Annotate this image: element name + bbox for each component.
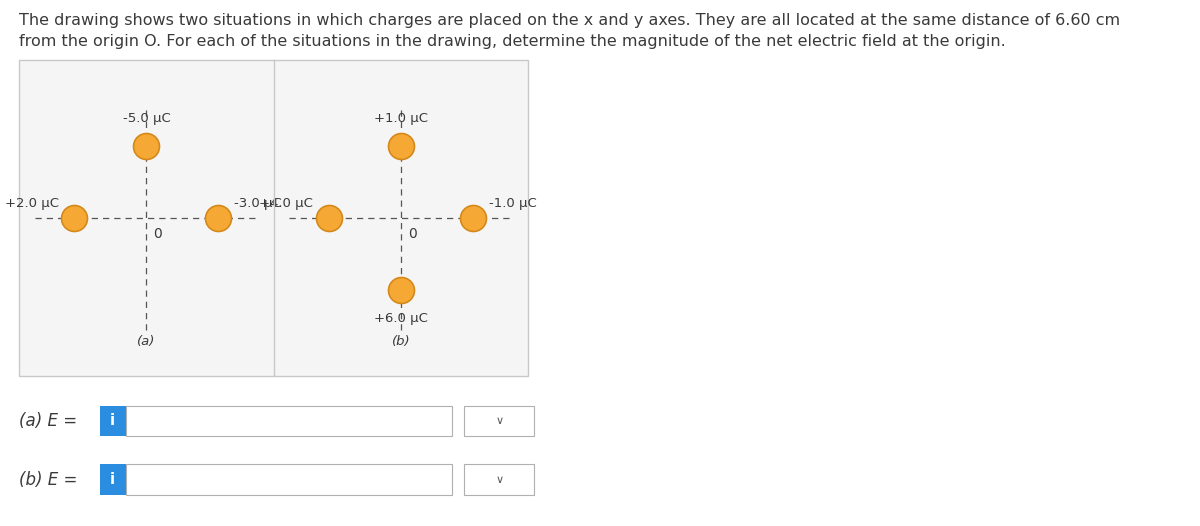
Point: [209, 214, 228, 222]
Text: +1.0 μC: +1.0 μC: [374, 112, 428, 125]
Text: 0: 0: [408, 227, 416, 241]
Text: i: i: [110, 413, 115, 428]
Text: -5.0 μC: -5.0 μC: [122, 112, 170, 125]
Text: -1.0 μC: -1.0 μC: [488, 197, 536, 210]
Text: -3.0 μC: -3.0 μC: [234, 197, 282, 210]
Point: [463, 214, 482, 222]
Text: +6.0 μC: +6.0 μC: [374, 312, 427, 325]
Text: (a) E =: (a) E =: [19, 412, 83, 430]
Point: [391, 142, 410, 150]
Point: [391, 286, 410, 295]
Text: from the origin O. For each of the situations in the drawing, determine the magn: from the origin O. For each of the situa…: [19, 34, 1006, 49]
Text: (b): (b): [391, 335, 410, 348]
Text: (b) E =: (b) E =: [19, 471, 83, 489]
Point: [65, 214, 84, 222]
Text: The drawing shows two situations in which charges are placed on the x and y axes: The drawing shows two situations in whic…: [19, 13, 1121, 28]
Point: [137, 142, 156, 150]
Point: [319, 214, 338, 222]
Text: i: i: [110, 472, 115, 487]
Text: (a): (a): [137, 335, 156, 348]
Text: ∨: ∨: [496, 474, 503, 485]
Text: 0: 0: [154, 227, 162, 241]
Text: ∨: ∨: [496, 416, 503, 426]
Text: +4.0 μC: +4.0 μC: [259, 197, 313, 210]
Text: +2.0 μC: +2.0 μC: [5, 197, 59, 210]
